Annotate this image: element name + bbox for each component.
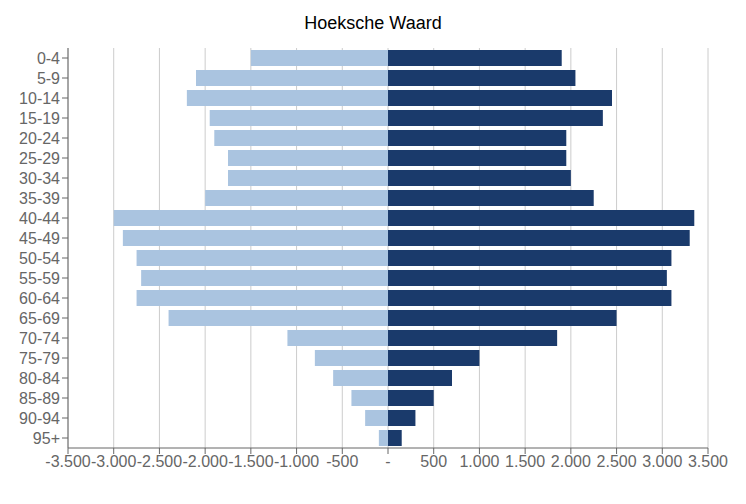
svg-text:65-69: 65-69 <box>19 310 60 327</box>
svg-text:-1.500: -1.500 <box>228 453 273 470</box>
svg-text:35-39: 35-39 <box>19 190 60 207</box>
svg-text:3.500: 3.500 <box>688 453 728 470</box>
svg-text:-3.000: -3.000 <box>91 453 136 470</box>
svg-text:70-74: 70-74 <box>19 330 60 347</box>
svg-text:20-24: 20-24 <box>19 130 60 147</box>
svg-text:1.500: 1.500 <box>505 453 545 470</box>
html-text:Hoeksche Waard: Hoeksche Waard <box>304 13 442 33</box>
svg-text:-: - <box>385 453 390 470</box>
svg-text:2.500: 2.500 <box>597 453 637 470</box>
svg-text:-2.500: -2.500 <box>137 453 182 470</box>
svg-text:60-64: 60-64 <box>19 290 60 307</box>
svg-text:3.000: 3.000 <box>642 453 682 470</box>
svg-text:-3.500: -3.500 <box>45 453 90 470</box>
svg-text:-2.000: -2.000 <box>182 453 227 470</box>
svg-text:5-9: 5-9 <box>37 70 60 87</box>
svg-text:25-29: 25-29 <box>19 150 60 167</box>
svg-text:1.000: 1.000 <box>459 453 499 470</box>
svg-text:-1.000: -1.000 <box>274 453 319 470</box>
svg-text:55-59: 55-59 <box>19 270 60 287</box>
svg-text:-500: -500 <box>326 453 358 470</box>
svg-text:85-89: 85-89 <box>19 390 60 407</box>
svg-text:15-19: 15-19 <box>19 110 60 127</box>
svg-text:80-84: 80-84 <box>19 370 60 387</box>
svg-text:40-44: 40-44 <box>19 210 60 227</box>
svg-text:10-14: 10-14 <box>19 90 60 107</box>
svg-text:2.000: 2.000 <box>551 453 591 470</box>
svg-text:95+: 95+ <box>33 430 60 447</box>
svg-text:500: 500 <box>420 453 447 470</box>
svg-text:30-34: 30-34 <box>19 170 60 187</box>
svg-text:50-54: 50-54 <box>19 250 60 267</box>
svg-text:0-4: 0-4 <box>37 50 60 67</box>
svg-text:75-79: 75-79 <box>19 350 60 367</box>
svg-text:90-94: 90-94 <box>19 410 60 427</box>
svg-text:45-49: 45-49 <box>19 230 60 247</box>
